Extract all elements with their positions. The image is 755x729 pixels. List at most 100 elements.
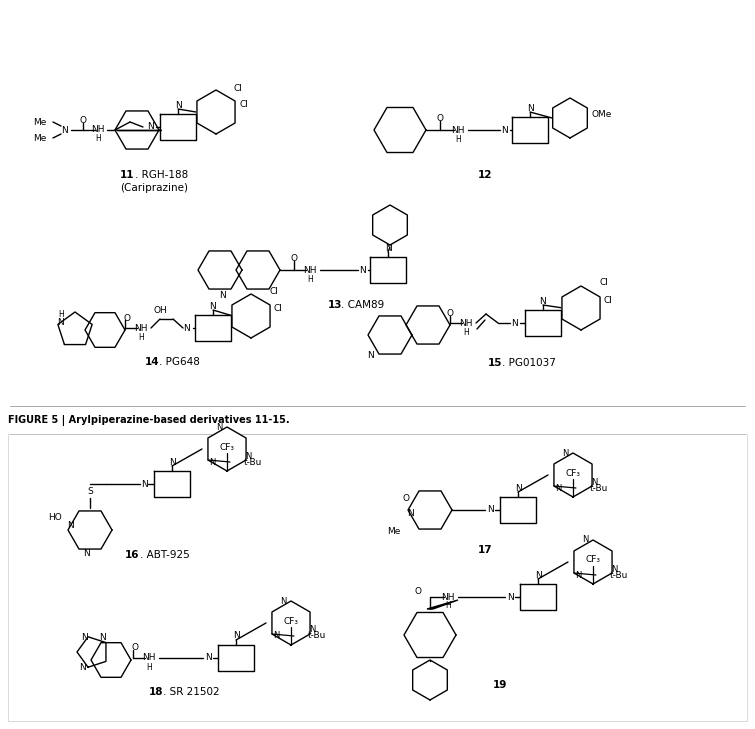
Text: O: O bbox=[402, 494, 409, 502]
Text: O: O bbox=[436, 114, 443, 122]
Polygon shape bbox=[77, 637, 106, 667]
Polygon shape bbox=[197, 90, 235, 134]
Text: Cl: Cl bbox=[269, 286, 278, 295]
Text: H: H bbox=[463, 327, 469, 337]
Text: N: N bbox=[168, 458, 175, 467]
Polygon shape bbox=[58, 312, 92, 345]
Text: NH: NH bbox=[451, 125, 465, 134]
Text: . SR 21502: . SR 21502 bbox=[163, 687, 220, 697]
Text: 17: 17 bbox=[478, 545, 492, 555]
Text: . PG648: . PG648 bbox=[159, 357, 200, 367]
Polygon shape bbox=[85, 313, 125, 347]
Text: NH: NH bbox=[304, 265, 317, 275]
Polygon shape bbox=[91, 643, 131, 677]
Text: H: H bbox=[138, 332, 144, 341]
Text: Cl: Cl bbox=[603, 295, 612, 305]
Text: O: O bbox=[291, 254, 297, 262]
Polygon shape bbox=[500, 497, 536, 523]
Polygon shape bbox=[368, 316, 412, 354]
Polygon shape bbox=[408, 491, 452, 529]
Text: t-Bu: t-Bu bbox=[610, 571, 628, 580]
Text: N: N bbox=[210, 302, 217, 311]
Polygon shape bbox=[525, 310, 561, 336]
Text: Cl: Cl bbox=[599, 278, 608, 286]
Text: N: N bbox=[57, 318, 64, 327]
Text: N: N bbox=[407, 510, 414, 518]
Text: N: N bbox=[100, 634, 106, 642]
Text: H: H bbox=[455, 134, 461, 144]
Text: Cl: Cl bbox=[234, 84, 243, 93]
Text: H: H bbox=[445, 601, 451, 610]
Text: NH: NH bbox=[91, 125, 105, 133]
Text: S: S bbox=[87, 486, 93, 496]
Text: 15: 15 bbox=[488, 358, 503, 368]
Text: N: N bbox=[384, 243, 391, 252]
Text: NH: NH bbox=[441, 593, 455, 601]
Text: Cl: Cl bbox=[273, 303, 282, 313]
Text: N: N bbox=[140, 480, 147, 488]
Text: N: N bbox=[527, 104, 533, 112]
Polygon shape bbox=[512, 117, 548, 143]
Text: N: N bbox=[216, 423, 222, 432]
Text: H: H bbox=[146, 663, 152, 671]
Text: CF₃: CF₃ bbox=[283, 617, 298, 625]
Text: Me: Me bbox=[387, 528, 400, 537]
Text: N: N bbox=[66, 521, 73, 531]
Polygon shape bbox=[406, 306, 450, 344]
Text: N: N bbox=[487, 505, 493, 515]
Text: N: N bbox=[512, 319, 519, 327]
Bar bbox=[8, 434, 747, 721]
Text: t-Bu: t-Bu bbox=[308, 631, 326, 641]
Text: N: N bbox=[535, 571, 541, 580]
Polygon shape bbox=[373, 205, 407, 245]
Text: OMe: OMe bbox=[592, 109, 612, 119]
Text: O: O bbox=[446, 308, 454, 318]
Text: Cl: Cl bbox=[240, 99, 249, 109]
Text: 16: 16 bbox=[125, 550, 140, 560]
Polygon shape bbox=[413, 660, 447, 700]
Text: N: N bbox=[501, 125, 508, 134]
Text: N: N bbox=[507, 593, 513, 601]
Polygon shape bbox=[370, 257, 406, 283]
Text: 11: 11 bbox=[120, 170, 134, 180]
Text: 12: 12 bbox=[478, 170, 492, 180]
Text: FIGURE 5 | Arylpiperazine-based derivatives 11-15.: FIGURE 5 | Arylpiperazine-based derivati… bbox=[8, 415, 290, 426]
Text: 18: 18 bbox=[149, 687, 164, 697]
Text: N: N bbox=[515, 483, 522, 493]
Polygon shape bbox=[232, 294, 270, 338]
Polygon shape bbox=[154, 471, 190, 497]
Text: N: N bbox=[562, 448, 569, 458]
Text: CF₃: CF₃ bbox=[220, 443, 235, 451]
Text: N: N bbox=[367, 351, 374, 359]
Text: O: O bbox=[124, 313, 131, 322]
Text: OH: OH bbox=[153, 305, 167, 314]
Text: N: N bbox=[82, 634, 88, 642]
Text: N: N bbox=[309, 625, 316, 634]
Polygon shape bbox=[236, 251, 280, 289]
Text: NH: NH bbox=[459, 319, 473, 327]
Text: N: N bbox=[575, 571, 581, 580]
Text: N: N bbox=[582, 536, 588, 545]
Polygon shape bbox=[574, 540, 612, 584]
Text: N: N bbox=[219, 290, 226, 300]
Text: N: N bbox=[205, 653, 211, 663]
Text: N: N bbox=[62, 125, 69, 134]
Text: 14: 14 bbox=[145, 357, 159, 367]
Text: H: H bbox=[307, 275, 313, 284]
Text: HO: HO bbox=[48, 513, 62, 523]
Text: N: N bbox=[611, 564, 618, 574]
Polygon shape bbox=[554, 453, 592, 497]
Text: CF₃: CF₃ bbox=[585, 555, 600, 564]
Text: N: N bbox=[183, 324, 190, 332]
Polygon shape bbox=[208, 427, 246, 471]
Text: Me: Me bbox=[34, 133, 47, 142]
Text: N: N bbox=[359, 265, 366, 275]
Text: N: N bbox=[591, 477, 597, 486]
Text: N: N bbox=[146, 122, 153, 130]
Text: N: N bbox=[233, 631, 239, 641]
Text: O: O bbox=[79, 115, 87, 125]
Text: 13: 13 bbox=[328, 300, 343, 310]
Text: O: O bbox=[131, 644, 138, 652]
Polygon shape bbox=[115, 111, 159, 149]
Polygon shape bbox=[160, 114, 196, 140]
